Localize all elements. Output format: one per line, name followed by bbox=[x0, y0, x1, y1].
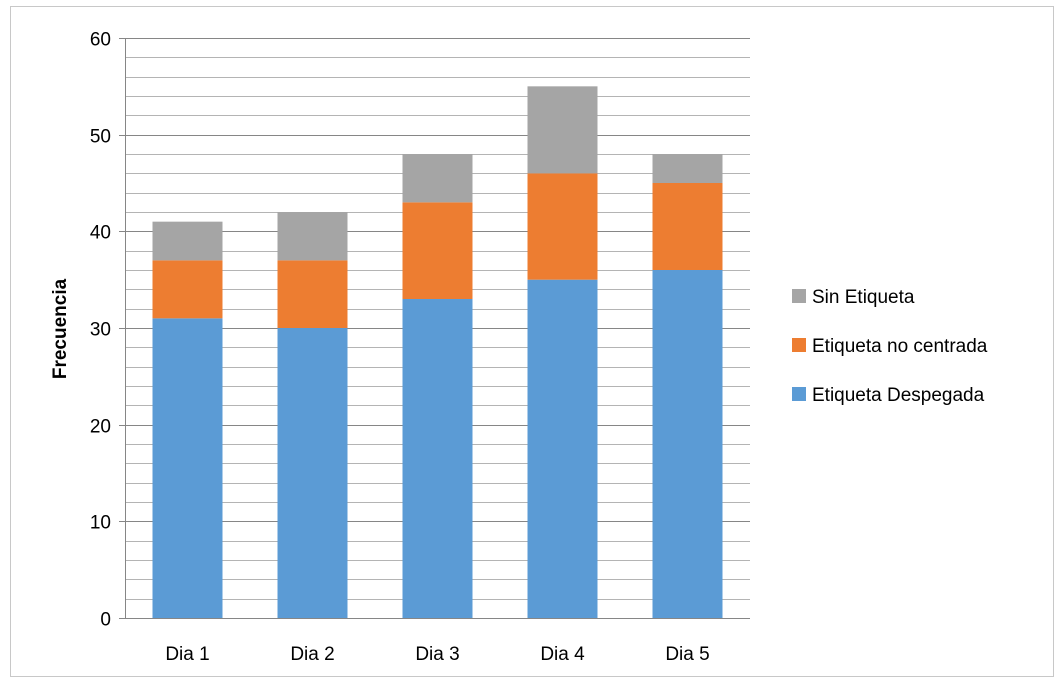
bar-segment-sin-etiqueta-1 bbox=[152, 221, 223, 261]
x-tick-label: Dia 2 bbox=[290, 644, 334, 665]
legend-swatch bbox=[792, 338, 806, 352]
legend-swatch bbox=[792, 289, 806, 303]
legend-label: Sin Etiqueta bbox=[812, 287, 915, 308]
bar-segment-etiqueta-despegada-5 bbox=[652, 270, 723, 618]
x-tick-label: Dia 1 bbox=[165, 644, 209, 665]
bar-segment-sin-etiqueta-5 bbox=[652, 154, 723, 183]
y-axis-title: Frecuencia bbox=[50, 278, 71, 379]
x-tick-label: Dia 3 bbox=[415, 644, 459, 665]
legend-label: Etiqueta Despegada bbox=[812, 385, 985, 406]
y-tick-label: 40 bbox=[90, 223, 111, 244]
bar-segment-sin-etiqueta-2 bbox=[277, 212, 348, 261]
y-tick-label: 10 bbox=[90, 513, 111, 534]
bar-segment-etiqueta-despegada-1 bbox=[152, 318, 223, 618]
bar-segment-sin-etiqueta-4 bbox=[527, 86, 598, 174]
y-tick-label: 60 bbox=[90, 30, 111, 51]
y-tick-label: 30 bbox=[90, 320, 111, 341]
bars bbox=[152, 86, 723, 618]
y-tick-label: 50 bbox=[90, 127, 111, 148]
bar-segment-etiqueta-no-centrada-3 bbox=[402, 202, 473, 299]
y-tick-label: 20 bbox=[90, 417, 111, 438]
bar-segment-etiqueta-despegada-2 bbox=[277, 328, 348, 618]
legend-swatch bbox=[792, 387, 806, 401]
bar-segment-etiqueta-no-centrada-4 bbox=[527, 173, 598, 280]
legend: Sin Etiqueta Etiqueta no centrada Etiqueta… bbox=[792, 287, 988, 406]
axes: 0 10 20 30 40 50 60 Dia 1 Dia 2 Dia 3 Dia 4 Dia 5 bbox=[90, 30, 750, 665]
x-tick-label: Dia 5 bbox=[665, 644, 709, 665]
bar-segment-etiqueta-despegada-4 bbox=[527, 279, 598, 618]
y-tick-label: 0 bbox=[100, 610, 111, 631]
x-tick-label: Dia 4 bbox=[540, 644, 585, 665]
bar-segment-etiqueta-no-centrada-1 bbox=[152, 260, 223, 319]
bar-segment-etiqueta-no-centrada-2 bbox=[277, 260, 348, 328]
legend-label: Etiqueta no centrada bbox=[812, 336, 988, 357]
bar-segment-etiqueta-no-centrada-5 bbox=[652, 183, 723, 270]
bar-segment-etiqueta-despegada-3 bbox=[402, 299, 473, 618]
bar-segment-sin-etiqueta-3 bbox=[402, 154, 473, 203]
